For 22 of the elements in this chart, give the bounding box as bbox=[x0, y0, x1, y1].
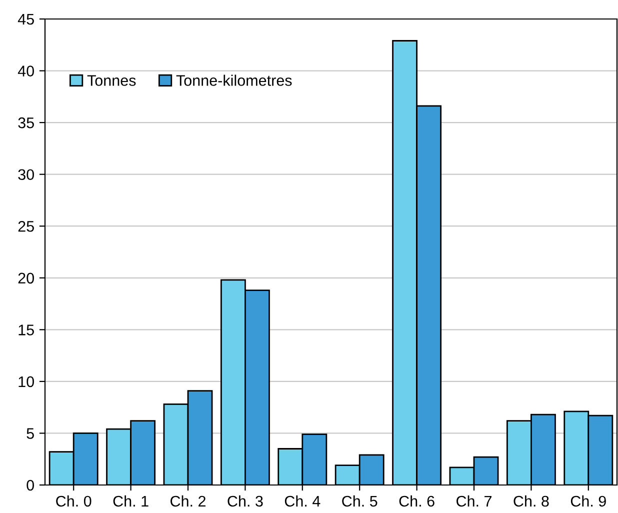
x-tick-label: Ch. 3 bbox=[228, 495, 263, 507]
y-tick-label: 25 bbox=[18, 220, 34, 232]
legend-label: Tonne-kilometres bbox=[176, 74, 292, 86]
x-tick-label: Ch. 6 bbox=[399, 495, 434, 507]
y-tick-label: 20 bbox=[18, 272, 34, 284]
y-tick-label: 40 bbox=[18, 66, 34, 76]
y-tick-label: 35 bbox=[18, 117, 34, 128]
y-tick-label: 5 bbox=[26, 428, 34, 439]
x-tick-label: Ch. 9 bbox=[570, 495, 606, 507]
x-tick-label: Ch. 8 bbox=[514, 495, 549, 507]
y-tick-label: 10 bbox=[18, 376, 34, 388]
x-tick-label: Ch. 4 bbox=[284, 495, 320, 507]
y-tick-label: 15 bbox=[18, 324, 34, 336]
x-tick-label: Ch. 0 bbox=[56, 495, 92, 507]
x-tick-label: Ch. 2 bbox=[170, 495, 206, 507]
legend-label: Tonnes bbox=[87, 75, 136, 86]
y-tick-label: 30 bbox=[18, 169, 34, 180]
y-tick-label: 0 bbox=[26, 480, 34, 491]
x-tick-label: Ch. 1 bbox=[113, 495, 148, 507]
y-tick-label: 45 bbox=[18, 14, 34, 25]
x-tick-label: Ch. 5 bbox=[342, 495, 378, 507]
x-tick-label: Ch. 7 bbox=[456, 495, 492, 507]
